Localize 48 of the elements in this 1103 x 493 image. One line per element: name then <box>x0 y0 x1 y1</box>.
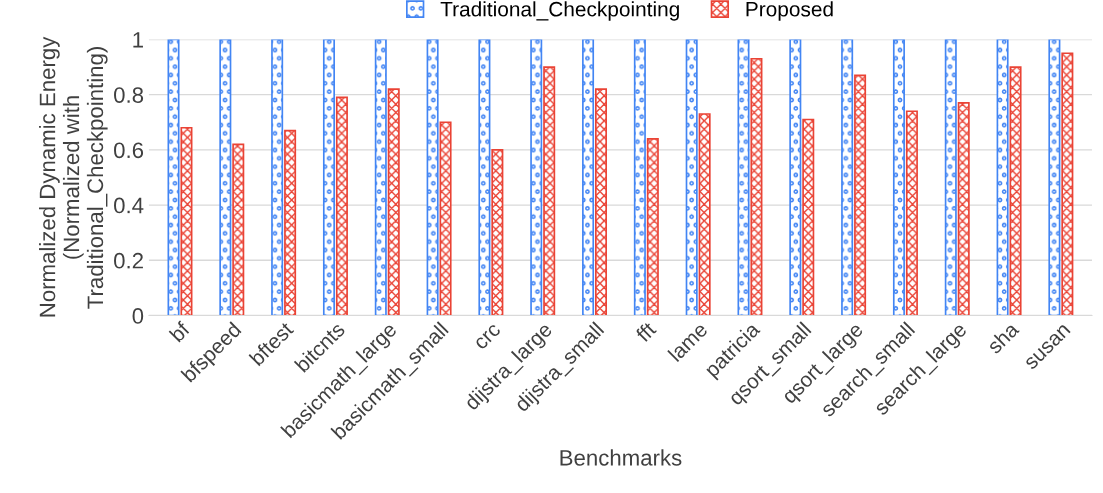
bar <box>167 39 180 316</box>
bar <box>426 39 439 316</box>
y-tick-label: 0.6 <box>114 142 144 159</box>
bar <box>374 39 387 316</box>
bar <box>789 39 802 316</box>
y-tick-label: 0.2 <box>114 252 143 269</box>
bar <box>232 143 245 316</box>
x-tick-label: fft <box>634 320 658 343</box>
bar <box>335 96 348 316</box>
x-tick-label: sha <box>985 320 1020 355</box>
bar <box>1009 66 1022 316</box>
bar <box>957 102 970 316</box>
bar <box>646 137 659 316</box>
bar <box>387 88 400 316</box>
bar <box>582 39 595 316</box>
y-axis-title: Normalized Dynamic Energy (Normalized with Traditional_Checkpointing) <box>39 36 108 317</box>
bar <box>750 57 763 316</box>
bar <box>854 74 867 316</box>
bar <box>737 39 750 316</box>
bar <box>996 39 1009 316</box>
y-tick-label: 1 <box>133 32 143 48</box>
bar <box>633 39 646 316</box>
bar <box>322 39 335 316</box>
y-tick-label: 0 <box>132 308 144 324</box>
bar <box>543 66 556 316</box>
bar <box>892 39 905 316</box>
bar <box>439 121 452 316</box>
legend-label: Proposed <box>746 1 833 21</box>
bar <box>685 39 698 316</box>
bar <box>478 39 491 316</box>
bar <box>219 39 232 316</box>
bar <box>1061 52 1074 316</box>
bar <box>802 118 815 316</box>
bar <box>1048 39 1061 316</box>
y-tick-label: 0.8 <box>114 87 144 103</box>
bar <box>180 126 193 316</box>
bar <box>491 149 504 316</box>
bar <box>841 39 854 316</box>
bar <box>284 129 297 316</box>
legend-label: Traditional_Checkpointing <box>440 1 679 21</box>
y-tick-label: 0.4 <box>114 197 144 214</box>
bar <box>905 110 918 316</box>
bar <box>944 39 957 316</box>
bar <box>271 39 284 316</box>
bar <box>594 88 608 316</box>
x-axis-title: Benchmarks <box>560 449 682 466</box>
bar <box>530 39 543 316</box>
bar <box>698 113 711 316</box>
